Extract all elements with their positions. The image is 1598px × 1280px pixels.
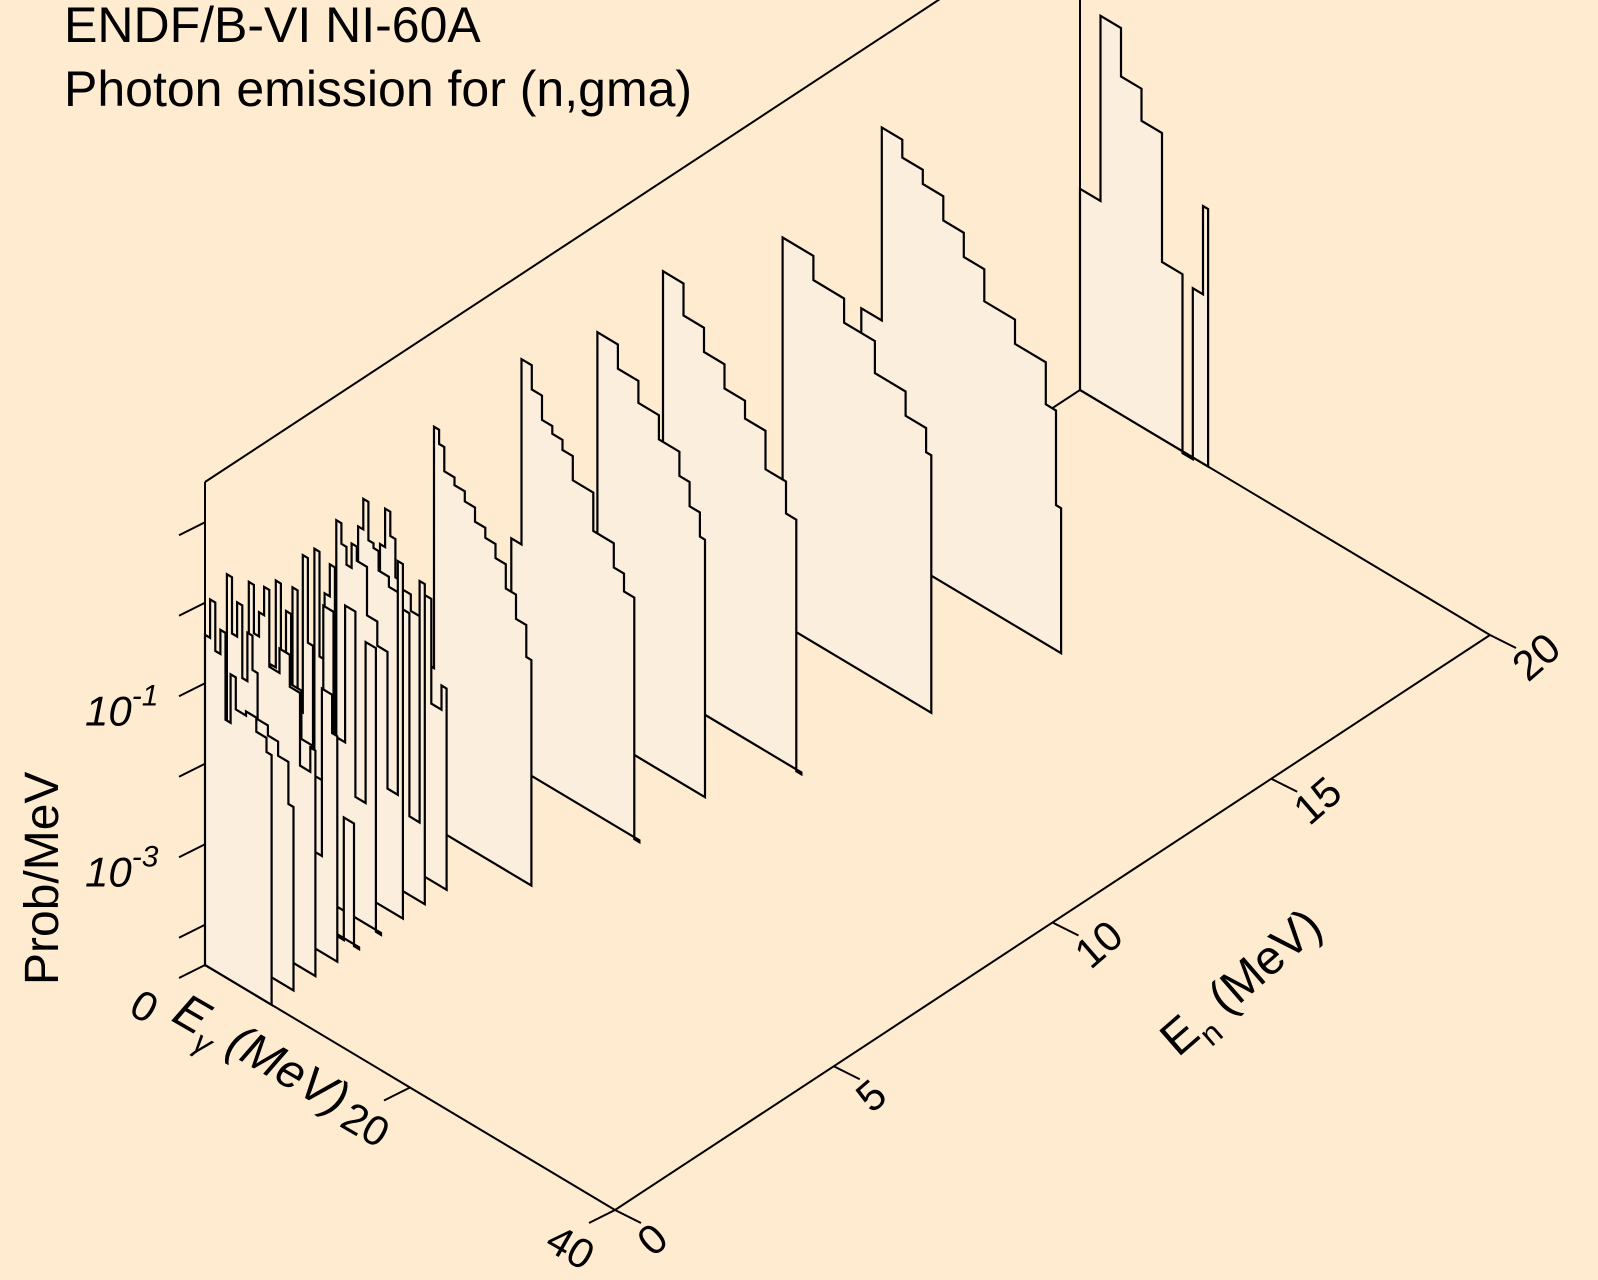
- y-axis-label: En(MeV): [1150, 899, 1338, 1074]
- series-group: [203, 13, 1210, 1007]
- y-axis-label-unit: (MeV): [1199, 899, 1332, 1025]
- z-axis-label: Prob/MeV: [16, 772, 69, 985]
- z-tick: [178, 521, 206, 537]
- z-tick: [178, 964, 206, 979]
- z-tick-label-exponent: -1: [132, 679, 159, 712]
- z-tick-label: 10-1: [85, 679, 158, 734]
- z-tick: [178, 762, 206, 778]
- y-tick: [614, 1209, 642, 1224]
- spectrum-panel: [422, 424, 533, 888]
- chart-title: ENDF/B-VI NI-60A: [64, 0, 481, 53]
- y-tick-label: 20: [1503, 624, 1569, 690]
- x-tick-label: 0: [123, 980, 167, 1032]
- y-tick-label: 5: [847, 1070, 895, 1121]
- z-tick: [178, 682, 206, 698]
- x-tick: [588, 1209, 616, 1224]
- y-tick: [1489, 634, 1517, 649]
- chart-subtitle: Photon emission for (n,gma): [64, 61, 693, 117]
- z-tick: [178, 843, 206, 859]
- z-tick: [178, 601, 206, 617]
- x-axis-label: Eγ(MeV): [160, 984, 358, 1135]
- y-tick: [1270, 777, 1298, 793]
- y-tick: [1052, 921, 1079, 937]
- z-tick-label: 10-3: [85, 840, 159, 895]
- spectrum-panel: [510, 357, 641, 845]
- z-tick: [178, 923, 206, 939]
- z-tick-label-base: 10: [85, 848, 132, 895]
- x-tick-label: 40: [539, 1215, 603, 1279]
- svg-text:Eγ(MeV): Eγ(MeV): [160, 984, 358, 1135]
- svg-text:En(MeV): En(MeV): [1150, 899, 1338, 1074]
- x-tick: [383, 1086, 411, 1102]
- x-axis-label-unit: (MeV): [218, 1015, 358, 1126]
- y-tick-label: 0: [628, 1214, 676, 1265]
- spectrum-panel: [203, 597, 273, 1007]
- y-tick-label: 15: [1284, 767, 1350, 833]
- z-tick-label-exponent: -3: [132, 840, 159, 873]
- y-tick-label: 10: [1066, 911, 1132, 977]
- spectrum-panel: [1078, 13, 1210, 469]
- z-tick-label-base: 10: [85, 687, 132, 734]
- y-tick: [833, 1065, 861, 1081]
